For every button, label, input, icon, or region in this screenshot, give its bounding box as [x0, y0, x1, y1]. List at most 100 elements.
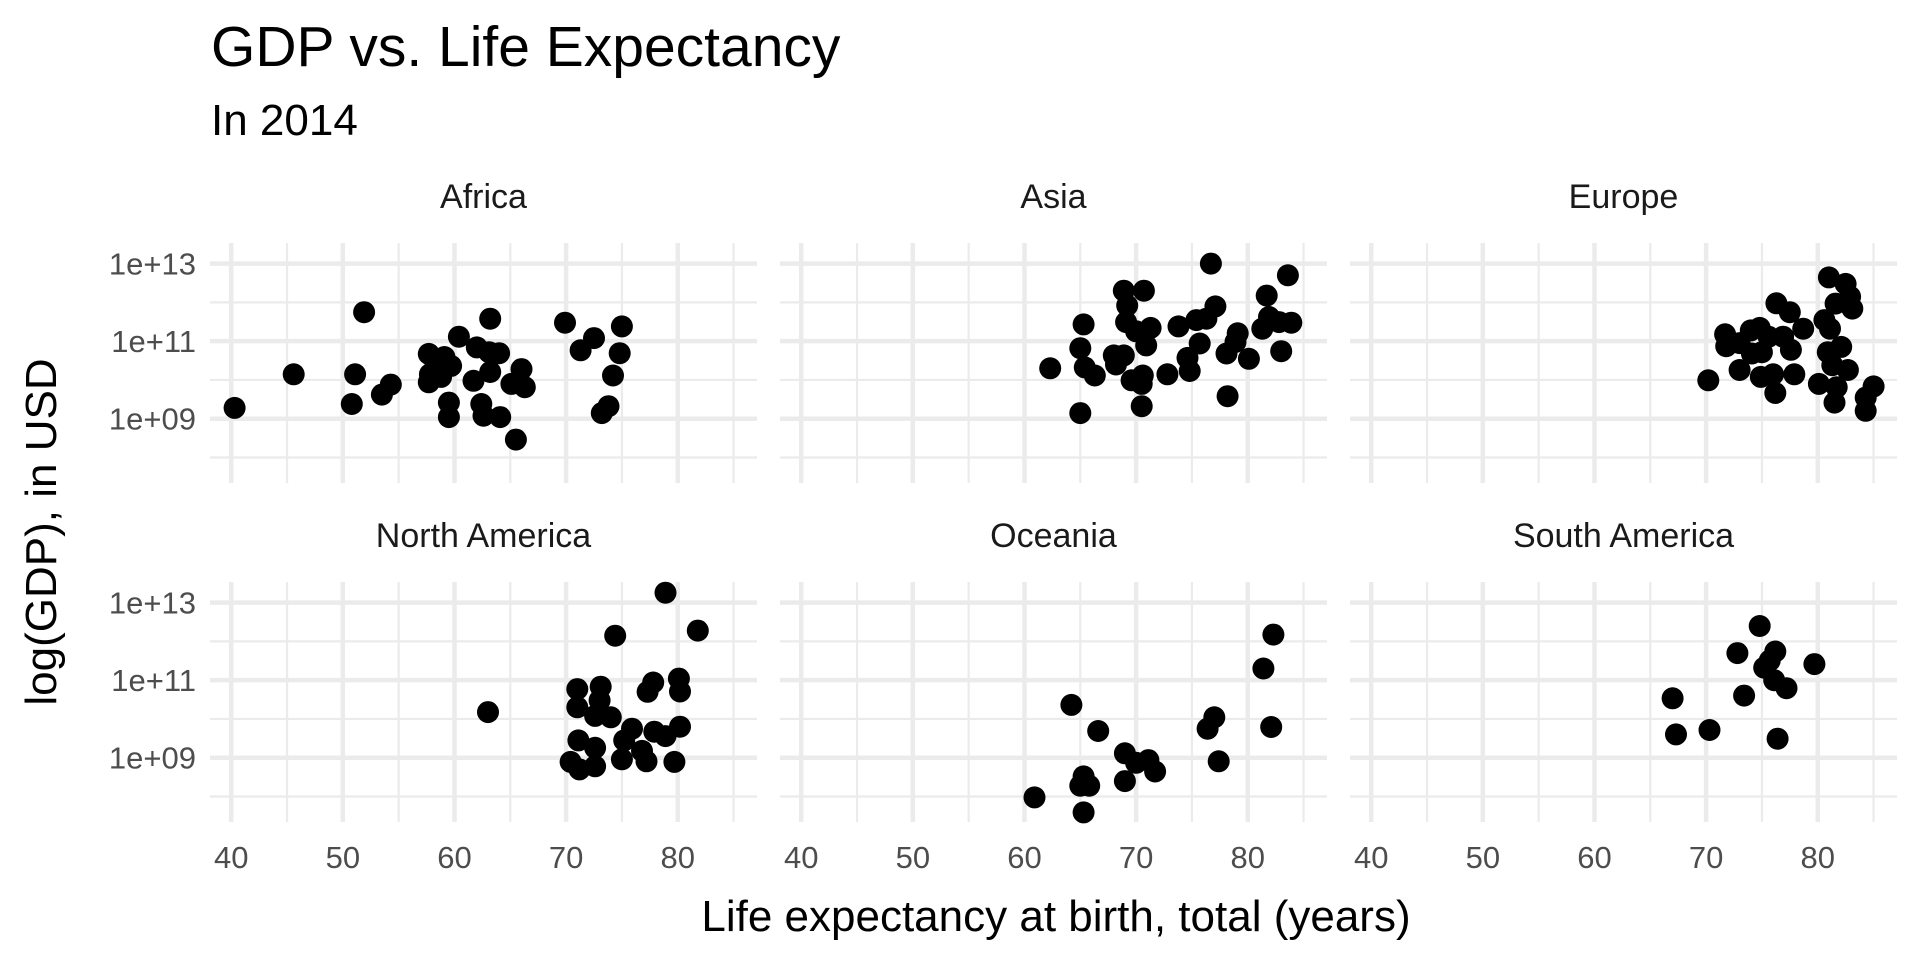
- x-tick-label: 70: [1689, 840, 1723, 875]
- facet-strip-label: North America: [376, 517, 591, 555]
- data-point: [610, 748, 633, 771]
- data-point: [513, 376, 536, 399]
- data-point: [1199, 252, 1222, 275]
- data-point: [599, 706, 622, 729]
- data-point: [1750, 341, 1773, 364]
- data-point: [1276, 264, 1299, 287]
- points: [223, 301, 633, 451]
- x-tick-label: 40: [214, 840, 248, 875]
- gridlines: [780, 582, 1327, 822]
- data-point: [613, 729, 636, 752]
- data-point: [1167, 315, 1190, 338]
- data-point: [569, 339, 592, 362]
- data-point: [437, 406, 460, 429]
- data-point: [1178, 360, 1201, 382]
- facet-panel-oceania: Oceania 40 50 60 70 80: [780, 517, 1327, 875]
- data-point: [1260, 716, 1283, 738]
- x-tick-label: 70: [549, 840, 583, 875]
- data-point: [1270, 340, 1293, 363]
- facet-strip-label: Asia: [1020, 178, 1086, 216]
- data-point: [1280, 311, 1303, 334]
- data-point: [1823, 391, 1846, 414]
- data-point: [686, 619, 709, 642]
- data-point: [1105, 353, 1127, 376]
- x-tick-label: 50: [896, 840, 930, 875]
- x-tick-label: 50: [1466, 840, 1500, 875]
- data-point: [1807, 372, 1830, 395]
- data-point: [1139, 316, 1162, 339]
- data-point: [1792, 317, 1815, 340]
- facet-panel-asia: Asia: [780, 178, 1327, 483]
- data-point: [1698, 719, 1721, 741]
- data-point: [353, 301, 376, 324]
- data-point: [1854, 399, 1877, 422]
- x-tick-label: 50: [326, 840, 360, 875]
- facet-strip-label: South America: [1513, 517, 1734, 555]
- y-tick-label: 1e+13: [109, 247, 196, 282]
- x-tick-label: 60: [437, 840, 471, 875]
- data-point: [1783, 363, 1806, 386]
- points: [1697, 266, 1885, 422]
- chart-title: GDP vs. Life Expectancy: [211, 15, 841, 79]
- gridlines: [780, 243, 1327, 483]
- data-point: [472, 404, 495, 427]
- data-point: [1824, 292, 1847, 315]
- data-point: [1778, 301, 1801, 324]
- data-point: [1144, 760, 1167, 783]
- x-tick-label: 70: [1119, 840, 1153, 875]
- y-tick-label: 1e+13: [109, 586, 196, 621]
- gridlines: [210, 243, 757, 483]
- data-point: [608, 342, 631, 365]
- facet-panels: Africa 1e+09 1e+11 1e+13 Asia Europe North Ame…: [109, 178, 1897, 875]
- data-point: [1836, 359, 1859, 381]
- data-point: [1207, 750, 1230, 773]
- points: [1023, 623, 1285, 824]
- facet-strip-label: Europe: [1569, 178, 1679, 216]
- x-tick-label: 80: [1800, 840, 1834, 875]
- gridlines: [210, 582, 757, 822]
- data-point: [1251, 317, 1274, 340]
- data-point: [504, 428, 527, 451]
- facet-panel-europe: Europe: [1350, 178, 1897, 483]
- data-point: [1661, 687, 1684, 710]
- data-point: [1726, 642, 1749, 665]
- data-point: [1817, 266, 1840, 289]
- data-point: [1255, 284, 1278, 307]
- data-point: [1766, 727, 1789, 750]
- data-point: [1665, 723, 1687, 746]
- data-point: [379, 373, 402, 396]
- data-point: [430, 365, 453, 388]
- x-axis-title: Life expectancy at birth, total (years): [701, 892, 1410, 941]
- data-point: [1083, 364, 1106, 387]
- y-tick-label: 1e+09: [109, 402, 196, 437]
- y-tick-label: 1e+11: [111, 663, 196, 698]
- data-point: [1237, 347, 1260, 370]
- data-point: [566, 678, 589, 701]
- facet-panel-africa: Africa 1e+09 1e+11 1e+13: [109, 178, 757, 483]
- x-tick-label: 60: [1007, 840, 1041, 875]
- data-point: [1069, 402, 1092, 425]
- data-point: [610, 315, 633, 338]
- data-point: [1023, 786, 1046, 809]
- chart-subtitle: In 2014: [211, 96, 358, 145]
- y-tick-label: 1e+11: [111, 324, 196, 359]
- data-point: [554, 311, 576, 334]
- data-point: [1188, 332, 1211, 355]
- data-point: [1764, 382, 1787, 404]
- data-point: [1156, 363, 1179, 386]
- data-point: [1841, 297, 1864, 320]
- data-point: [1748, 615, 1771, 637]
- data-point: [489, 406, 512, 429]
- x-tick-label: 80: [660, 840, 694, 875]
- data-point: [488, 342, 511, 365]
- data-point: [590, 402, 613, 425]
- data-point: [1039, 357, 1062, 380]
- data-point: [1803, 653, 1826, 676]
- data-point: [479, 307, 502, 330]
- points: [1039, 252, 1303, 425]
- data-point: [479, 361, 502, 383]
- data-point: [604, 624, 627, 647]
- data-point: [1762, 363, 1785, 386]
- data-point: [1204, 295, 1227, 318]
- data-point: [1252, 657, 1275, 680]
